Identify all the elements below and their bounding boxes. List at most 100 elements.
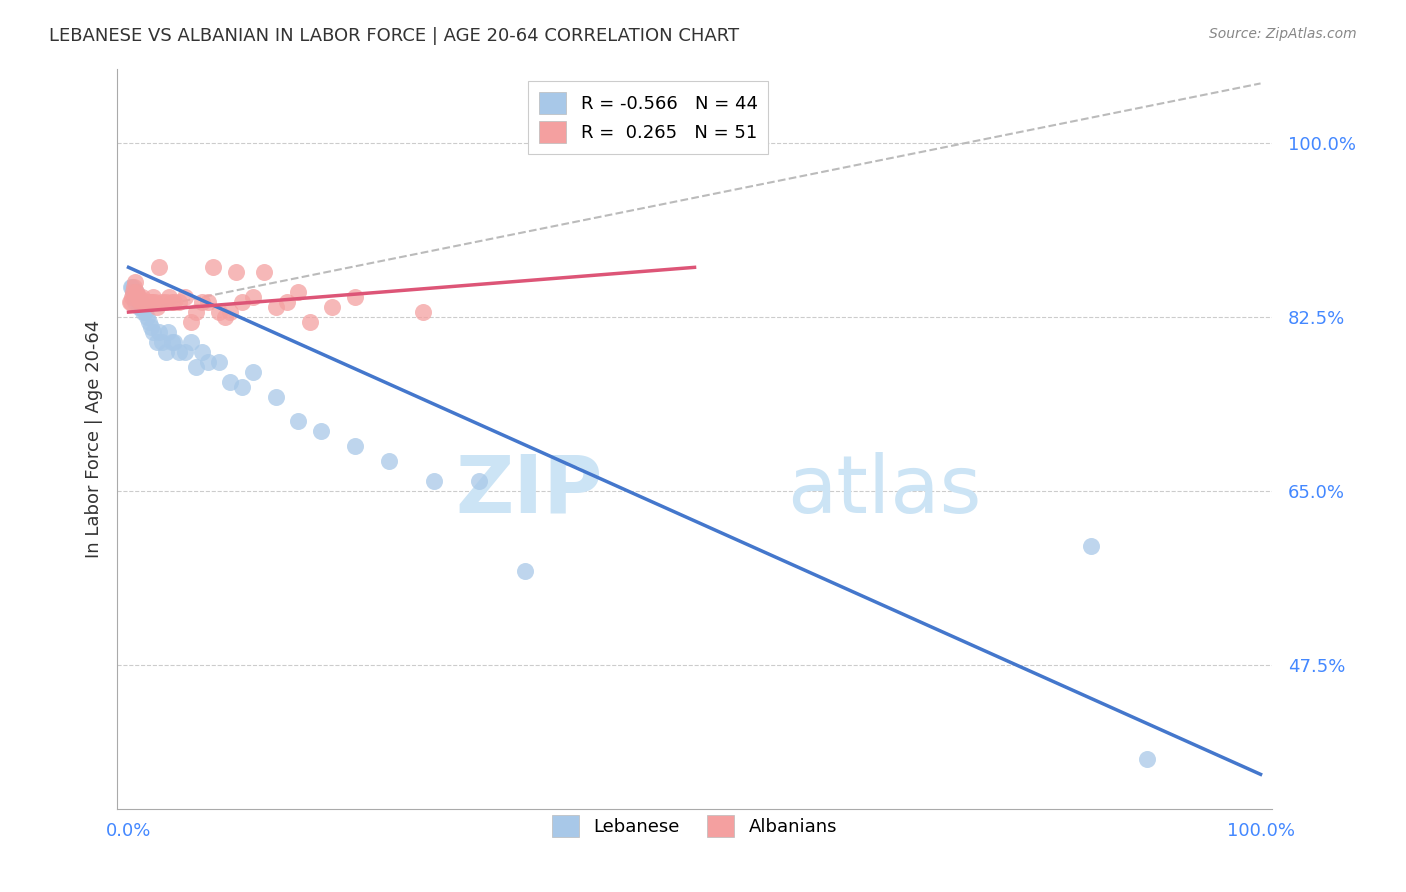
Point <box>225 265 247 279</box>
Point <box>276 295 298 310</box>
Point <box>122 285 145 300</box>
Text: ZIP: ZIP <box>456 451 602 530</box>
Point <box>128 290 150 304</box>
Point <box>287 414 309 428</box>
Point <box>129 295 152 310</box>
Point <box>121 280 143 294</box>
Point <box>208 305 231 319</box>
Point <box>231 379 253 393</box>
Point <box>208 355 231 369</box>
Point <box>309 425 332 439</box>
Point <box>129 295 152 310</box>
Point <box>142 325 165 339</box>
Point <box>131 300 153 314</box>
Point <box>169 344 191 359</box>
Point <box>127 295 149 310</box>
Point <box>264 390 287 404</box>
Point <box>174 344 197 359</box>
Point <box>152 295 174 310</box>
Point <box>423 474 446 488</box>
Point <box>134 295 156 310</box>
Text: Source: ZipAtlas.com: Source: ZipAtlas.com <box>1209 27 1357 41</box>
Point <box>191 344 214 359</box>
Point <box>127 290 149 304</box>
Point <box>135 295 157 310</box>
Point <box>146 334 169 349</box>
Point <box>125 285 148 300</box>
Point <box>174 290 197 304</box>
Point <box>128 300 150 314</box>
Point <box>152 334 174 349</box>
Point <box>180 315 202 329</box>
Point <box>132 305 155 319</box>
Point <box>138 315 160 329</box>
Point <box>191 295 214 310</box>
Point <box>513 564 536 578</box>
Point <box>197 355 219 369</box>
Point <box>141 295 163 310</box>
Point <box>135 310 157 324</box>
Point <box>160 295 183 310</box>
Point <box>186 305 208 319</box>
Point <box>219 305 242 319</box>
Point <box>468 474 491 488</box>
Point <box>132 295 155 310</box>
Point <box>118 295 141 310</box>
Point <box>160 334 183 349</box>
Point <box>378 454 401 468</box>
Point <box>141 295 163 310</box>
Point <box>321 300 343 314</box>
Point <box>231 295 253 310</box>
Point <box>219 375 242 389</box>
Point <box>1080 539 1102 553</box>
Y-axis label: In Labor Force | Age 20-64: In Labor Force | Age 20-64 <box>86 319 103 558</box>
Point <box>343 439 366 453</box>
Point <box>169 295 191 310</box>
Point <box>157 325 180 339</box>
Point <box>298 315 321 329</box>
Point <box>287 285 309 300</box>
Legend: Lebanese, Albanians: Lebanese, Albanians <box>544 808 844 845</box>
Point <box>134 295 156 310</box>
Point <box>157 290 180 304</box>
Point <box>124 275 146 289</box>
Point <box>122 290 145 304</box>
Text: LEBANESE VS ALBANIAN IN LABOR FORCE | AGE 20-64 CORRELATION CHART: LEBANESE VS ALBANIAN IN LABOR FORCE | AG… <box>49 27 740 45</box>
Point <box>242 365 264 379</box>
Point <box>124 295 146 310</box>
Text: atlas: atlas <box>787 451 981 530</box>
Point <box>120 295 142 310</box>
Point <box>343 290 366 304</box>
Point <box>125 285 148 300</box>
Point <box>180 334 202 349</box>
Point <box>143 295 166 310</box>
Point <box>155 295 177 310</box>
Point <box>148 260 170 275</box>
Point <box>128 295 150 310</box>
Point <box>253 265 276 279</box>
Point <box>412 305 434 319</box>
Point <box>122 285 145 300</box>
Point <box>138 295 160 310</box>
Point <box>163 295 186 310</box>
Point <box>242 290 264 304</box>
Point <box>141 320 163 334</box>
Point <box>148 325 170 339</box>
Point <box>122 280 145 294</box>
Point <box>136 295 159 310</box>
Point <box>155 344 177 359</box>
Point <box>197 295 219 310</box>
Point <box>186 359 208 374</box>
Point <box>202 260 225 275</box>
Point <box>121 290 143 304</box>
Point <box>214 310 236 324</box>
Point <box>139 295 162 310</box>
Point <box>120 280 142 294</box>
Point <box>1136 752 1159 766</box>
Point <box>134 305 156 319</box>
Point <box>128 295 150 310</box>
Point <box>163 334 186 349</box>
Point <box>146 300 169 314</box>
Point <box>264 300 287 314</box>
Point <box>142 290 165 304</box>
